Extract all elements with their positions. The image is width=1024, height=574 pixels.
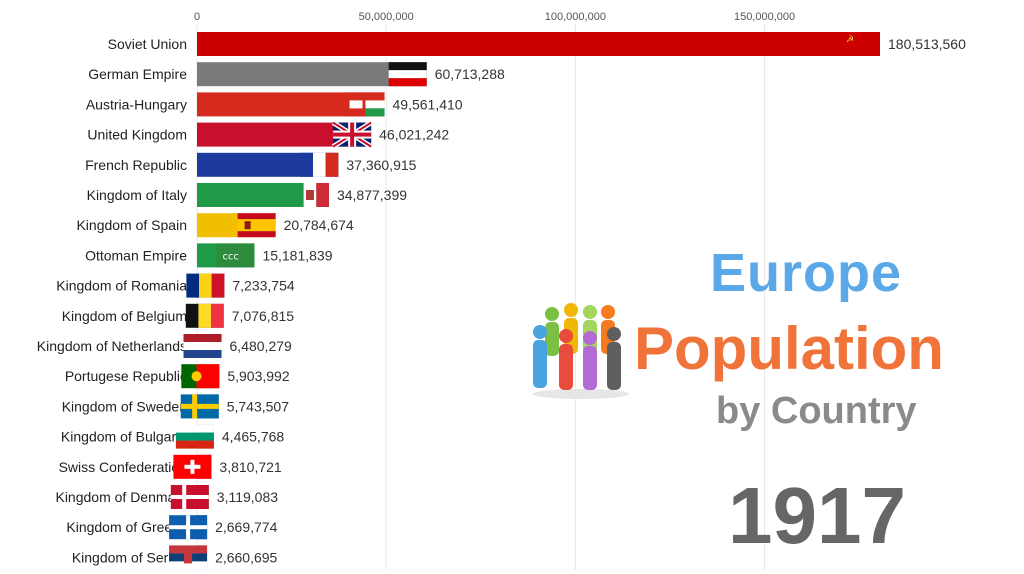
value-label: 3,119,083 <box>217 489 278 505</box>
category-label: Kingdom of Serbia <box>72 549 187 565</box>
value-label: 49,561,410 <box>393 96 463 112</box>
category-label: United Kingdom <box>87 127 187 143</box>
title-line-population: Population <box>634 315 944 382</box>
value-label: 180,513,560 <box>888 36 966 52</box>
category-label: Portugese Republic <box>65 368 187 384</box>
title-line-europe: Europe <box>710 243 903 303</box>
value-label: 5,903,992 <box>227 368 289 384</box>
flag-icon <box>170 485 209 509</box>
flag-icon: ccc <box>216 243 255 268</box>
value-label: 2,660,695 <box>215 549 277 565</box>
x-tick-label: 0 <box>194 11 200 23</box>
flag-icon <box>180 394 219 419</box>
flag-icon <box>183 334 222 358</box>
flag-icon <box>331 120 373 149</box>
value-label: 2,669,774 <box>215 519 277 535</box>
flag-icon <box>175 424 214 449</box>
category-label: Kingdom of Greece <box>66 519 187 535</box>
category-label: Kingdom of Belgium <box>62 308 187 324</box>
category-label: French Republic <box>85 157 187 173</box>
category-label: Kingdom of Spain <box>76 217 187 233</box>
flag-icon <box>346 92 385 117</box>
category-label: Kingdom of Denmark <box>55 489 188 505</box>
category-label: Ottoman Empire <box>85 247 187 263</box>
value-label: 46,021,242 <box>379 127 449 143</box>
value-label: 15,181,839 <box>262 247 332 263</box>
value-label: 4,465,768 <box>222 429 284 445</box>
category-label: Kingdom of Netherlands <box>37 338 187 354</box>
flag-icon <box>300 152 339 177</box>
flag-icon <box>173 454 212 479</box>
people-group-icon <box>533 303 629 399</box>
x-tick-label: 150,000,000 <box>734 11 795 23</box>
flag-icon <box>388 62 427 87</box>
category-label: Soviet Union <box>108 36 187 52</box>
category-label: Swiss Confederation <box>59 459 187 475</box>
x-tick-label: 100,000,000 <box>545 11 606 23</box>
value-label: 60,713,288 <box>435 66 505 82</box>
value-label: 34,877,399 <box>337 187 407 203</box>
category-label: Kingdom of Romania <box>56 278 187 294</box>
bar <box>197 62 427 87</box>
value-label: 20,784,674 <box>284 217 354 233</box>
value-label: 7,233,754 <box>232 278 294 294</box>
flag-icon <box>169 545 208 570</box>
category-label: Kingdom of Bulgaria <box>61 429 187 445</box>
value-label: 3,810,721 <box>219 459 281 475</box>
value-label: 37,360,915 <box>346 157 416 173</box>
svg-text:ccc: ccc <box>222 251 239 262</box>
flag-icon <box>185 303 224 328</box>
category-label: German Empire <box>88 66 187 82</box>
flag-icon <box>290 183 329 207</box>
value-label: 5,743,507 <box>227 398 289 414</box>
value-label: 6,480,279 <box>230 338 292 354</box>
title-line-by-country: by Country <box>716 390 917 432</box>
flag-icon: ☭ <box>842 32 880 56</box>
svg-text:☭: ☭ <box>846 35 854 45</box>
year-label: 1917 <box>728 471 906 560</box>
flag-icon <box>169 515 208 540</box>
value-label: 7,076,815 <box>232 308 294 324</box>
bar <box>197 32 880 56</box>
x-tick-label: 50,000,000 <box>359 11 414 23</box>
title-block: Europe Population by Country <box>520 242 1010 442</box>
category-label: Kingdom of Italy <box>87 187 187 203</box>
category-label: Kingdom of Sweden <box>62 398 187 414</box>
flag-icon <box>181 364 220 389</box>
flag-icon <box>186 273 225 298</box>
category-label: Austria-Hungary <box>86 96 187 112</box>
flag-icon <box>237 213 276 238</box>
